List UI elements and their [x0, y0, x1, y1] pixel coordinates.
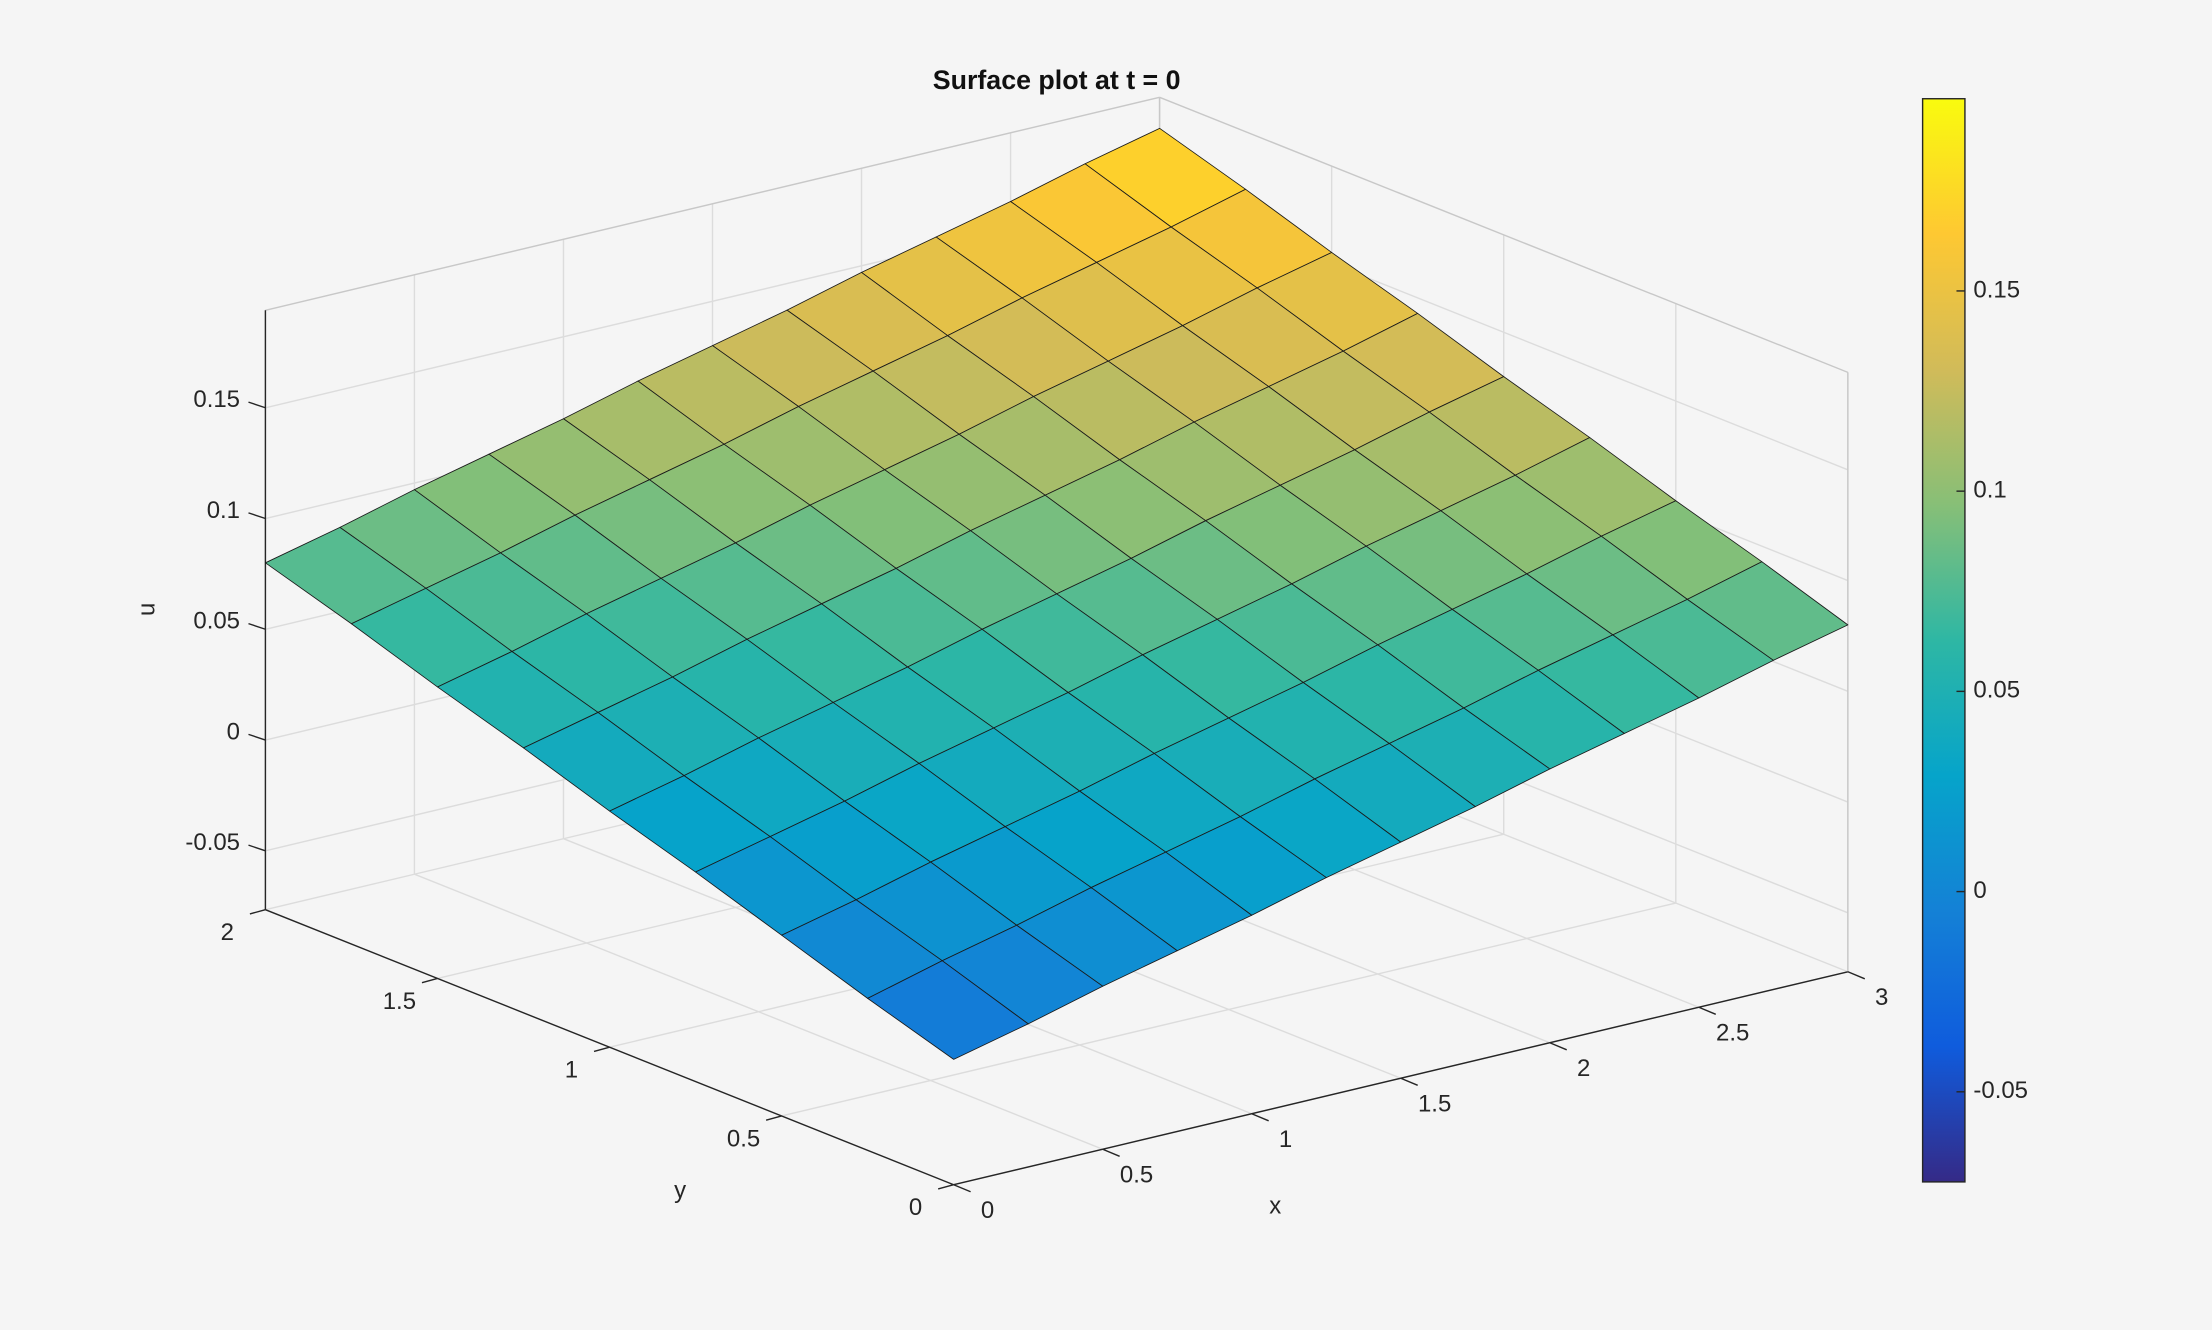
z-tick-label: 0: [227, 718, 240, 745]
colorbar: [1921, 98, 1966, 1183]
x-tick: [1847, 971, 1866, 980]
x-tick: [953, 1184, 971, 1193]
y-tick: [249, 909, 266, 915]
y-tick-label: 2: [221, 919, 234, 946]
x-tick-label: 0: [981, 1197, 994, 1224]
colorbar-tick-label: 0.15: [1973, 276, 2020, 303]
x-tick: [1251, 1113, 1269, 1122]
z-axis-label: u: [134, 603, 161, 616]
colorbar-tick-label: -0.05: [1973, 1077, 2028, 1104]
z-tick-label: 0.1: [207, 497, 240, 524]
y-tick-label: 0: [909, 1194, 922, 1221]
x-tick: [1698, 1006, 1717, 1015]
z-tick: [248, 512, 266, 520]
y-tick-label: 1.5: [383, 988, 416, 1015]
z-tick: [248, 401, 266, 409]
x-tick: [1400, 1077, 1418, 1086]
colorbar-tick-label: 0.05: [1973, 677, 2020, 704]
z-tick: [248, 622, 266, 630]
x-tick: [1549, 1042, 1567, 1051]
x-tick-label: 1: [1279, 1126, 1292, 1153]
y-tick: [765, 1115, 782, 1121]
z-tick-label: -0.05: [185, 829, 240, 856]
chart-title: Surface plot at t = 0: [933, 65, 1181, 95]
y-tick: [937, 1184, 954, 1190]
colorbar-tick-label: 0: [1973, 877, 1986, 904]
y-tick: [593, 1046, 610, 1053]
surface-patch: [867, 960, 1029, 1060]
x-tick-label: 3: [1875, 984, 1888, 1011]
x-tick-label: 1.5: [1418, 1090, 1451, 1117]
z-tick: [248, 733, 266, 741]
y-tick: [421, 977, 438, 984]
z-tick-label: 0.15: [193, 386, 240, 413]
x-tick-label: 2.5: [1716, 1019, 1749, 1046]
x-tick-label: 2: [1577, 1055, 1590, 1082]
y-tick-label: 1: [565, 1057, 578, 1084]
y-tick-label: 0.5: [727, 1125, 760, 1152]
x-tick: [1102, 1148, 1120, 1157]
z-tick: [248, 844, 266, 852]
y-axis-label: y: [674, 1177, 686, 1204]
box-edge: [265, 96, 1160, 311]
box-edge: [1159, 96, 1849, 373]
grid-line: [781, 902, 1676, 1117]
x-axis-label: x: [1269, 1193, 1281, 1220]
z-tick-label: 0.05: [193, 608, 240, 635]
colorbar-tick-label: 0.1: [1973, 476, 2006, 503]
x-tick-label: 0.5: [1120, 1161, 1153, 1188]
